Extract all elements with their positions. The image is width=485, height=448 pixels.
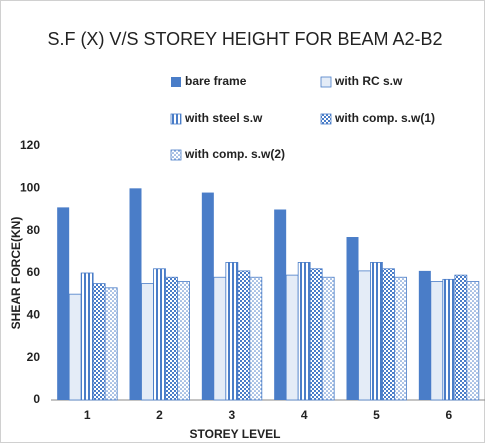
y-tick-label: 120 xyxy=(20,138,40,152)
bar xyxy=(358,270,371,401)
x-tick-label: 5 xyxy=(373,408,380,422)
x-axis-label: STOREY LEVEL xyxy=(190,427,281,441)
legend-label: with comp. s.w(1) xyxy=(334,111,435,125)
bar xyxy=(274,209,287,400)
bar xyxy=(237,270,251,401)
bar xyxy=(104,287,118,401)
x-tick-label: 6 xyxy=(445,408,452,422)
bar xyxy=(418,270,431,400)
chart-title: S.F (X) V/S STOREY HEIGHT FOR BEAM A2-B2 xyxy=(47,29,442,49)
y-tick-label: 80 xyxy=(27,223,41,237)
y-tick-label: 40 xyxy=(27,308,41,322)
bar xyxy=(249,276,263,401)
x-tick-label: 2 xyxy=(156,408,163,422)
bar xyxy=(346,237,359,400)
bar xyxy=(394,276,407,401)
y-axis-label: SHEAR FORCE(KN) xyxy=(9,217,23,330)
x-tick-label: 4 xyxy=(301,408,308,422)
bar xyxy=(80,272,94,401)
legend-label: with RC s.w xyxy=(334,74,403,88)
y-tick-label: 20 xyxy=(27,350,41,364)
bar xyxy=(165,276,178,401)
bar xyxy=(141,283,154,401)
y-tick-label: 100 xyxy=(20,181,40,195)
bar xyxy=(92,283,106,401)
legend-label: with steel s.w xyxy=(184,111,263,125)
bar xyxy=(321,276,335,401)
bar xyxy=(466,281,480,401)
bar xyxy=(285,274,299,401)
bar xyxy=(430,281,444,401)
bar xyxy=(201,192,214,400)
bar xyxy=(382,268,395,401)
legend-swatch xyxy=(320,113,332,125)
bar xyxy=(454,274,468,401)
y-tick-label: 0 xyxy=(33,392,40,406)
legend-label: bare frame xyxy=(185,74,247,88)
legend-swatch xyxy=(170,113,182,125)
bar xyxy=(213,276,227,401)
bar xyxy=(177,281,190,401)
bar xyxy=(442,278,456,401)
bar xyxy=(225,262,239,401)
bar xyxy=(68,293,82,401)
bar xyxy=(297,262,311,401)
bar xyxy=(370,262,383,401)
bar xyxy=(309,268,323,401)
x-tick-label: 3 xyxy=(228,408,235,422)
x-tick-label: 1 xyxy=(84,408,91,422)
bar xyxy=(129,188,142,400)
bar xyxy=(57,207,70,400)
legend-swatch xyxy=(171,77,181,87)
y-tick-label: 60 xyxy=(27,265,41,279)
legend-swatch xyxy=(170,149,182,161)
legend-swatch xyxy=(320,76,332,88)
bar xyxy=(153,268,166,401)
legend-label: with comp. s.w(2) xyxy=(184,147,285,161)
